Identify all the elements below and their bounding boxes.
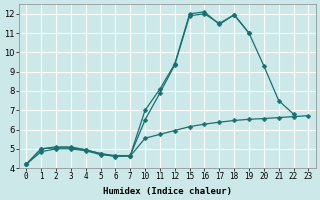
X-axis label: Humidex (Indice chaleur): Humidex (Indice chaleur)	[103, 187, 232, 196]
